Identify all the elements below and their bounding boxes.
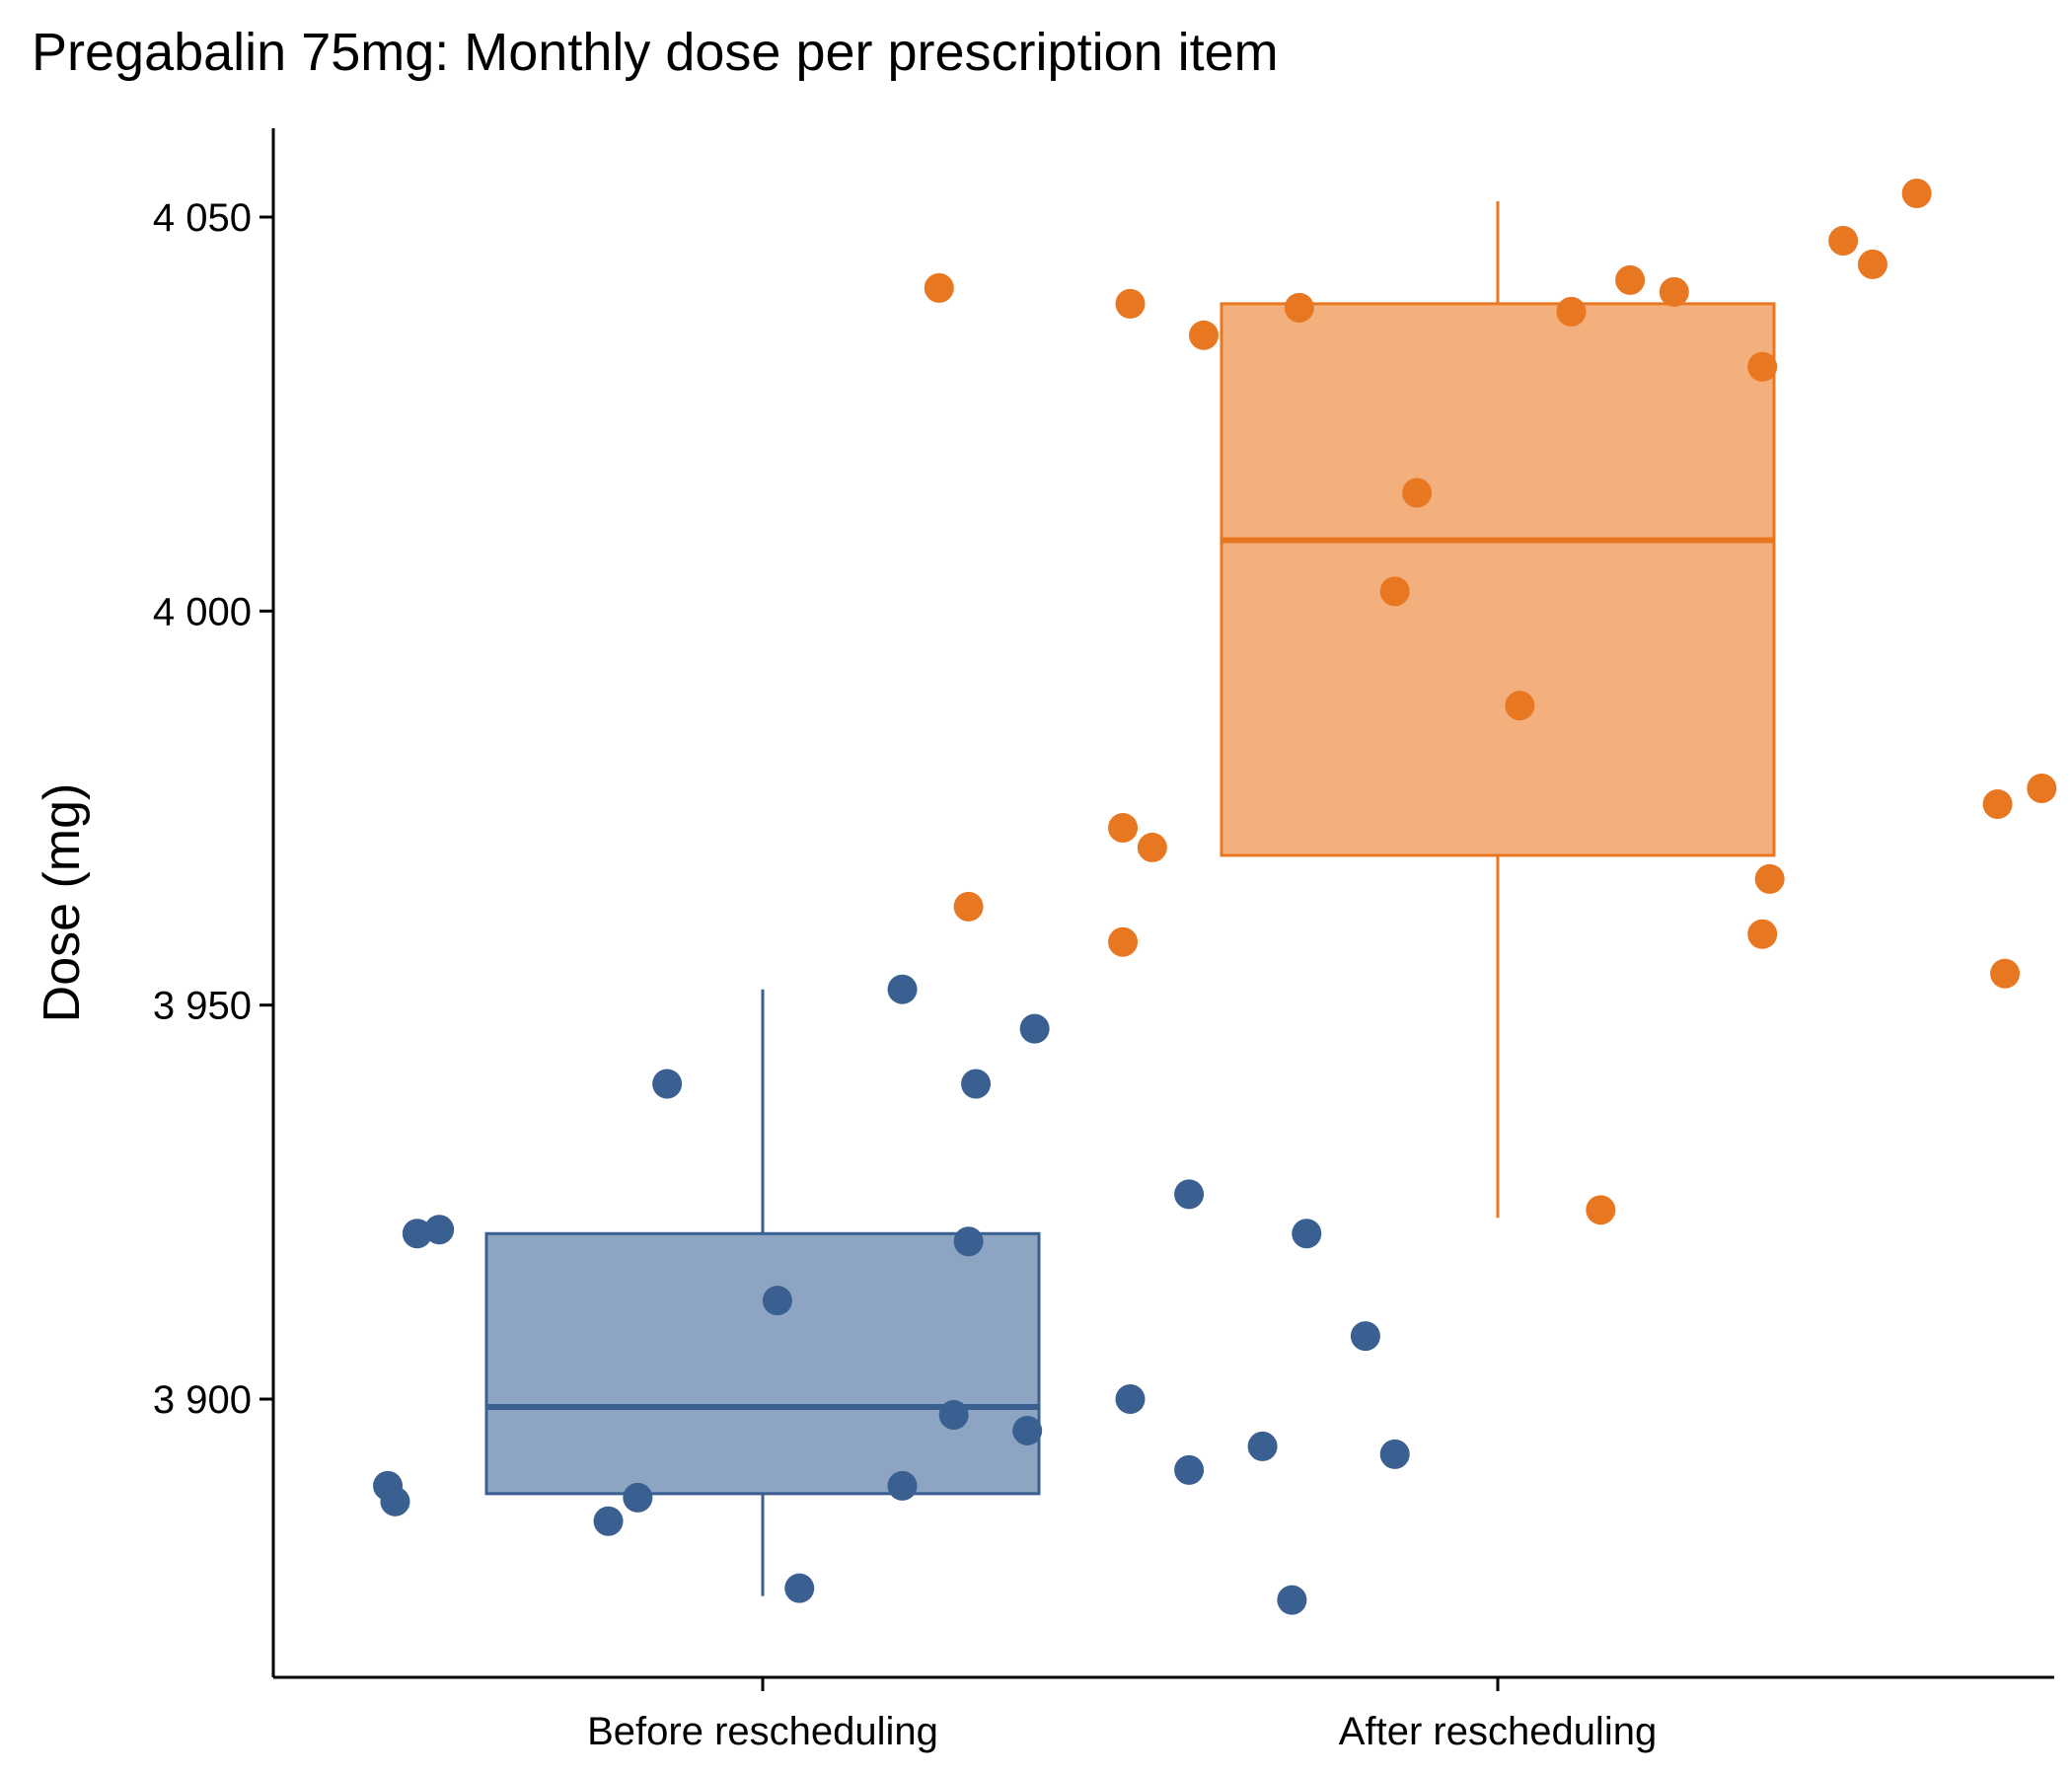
y-ticks: 3 900 3 950 4 000 4 050 (153, 196, 273, 1422)
data-point (623, 1482, 653, 1513)
y-axis-label: Dose (mg) (34, 783, 91, 1023)
data-point (1754, 863, 1785, 894)
data-point (1012, 1415, 1043, 1445)
y-tick-label: 3 900 (153, 1378, 252, 1422)
data-point (1615, 264, 1646, 295)
data-point (652, 1069, 683, 1099)
x-tick-label: Before rescheduling (587, 1710, 938, 1753)
data-point (1019, 1013, 1050, 1044)
data-point (1379, 1439, 1410, 1469)
data-point (1115, 288, 1146, 319)
y-tick-label: 4 000 (153, 590, 252, 633)
x-ticks: Before rescheduling After rescheduling (587, 1677, 1657, 1753)
data-point (1505, 691, 1535, 721)
data-point (380, 1486, 410, 1517)
data-point (1747, 351, 1778, 382)
data-point (1247, 1431, 1278, 1461)
data-point (938, 1399, 969, 1430)
data-point (402, 1219, 432, 1249)
box-before (484, 989, 1041, 1596)
data-point (953, 891, 984, 922)
data-point (1556, 296, 1587, 327)
data-point (1174, 1454, 1205, 1485)
data-point (1292, 1219, 1322, 1249)
axes (271, 128, 2054, 1679)
data-point (593, 1506, 624, 1536)
data-point (887, 1470, 918, 1501)
y-tick-label: 3 950 (153, 985, 252, 1028)
data-point (1379, 576, 1410, 607)
jitter-points (373, 179, 2057, 1615)
data-point (784, 1573, 815, 1603)
data-point (1402, 478, 1433, 508)
y-tick-label: 4 050 (153, 196, 252, 240)
data-point (1115, 1384, 1146, 1414)
data-point (1828, 225, 1859, 256)
data-point (1108, 926, 1139, 957)
data-point (961, 1069, 992, 1099)
data-point (887, 974, 918, 1004)
data-point (953, 1226, 984, 1257)
data-point (1990, 958, 2021, 989)
data-point (1189, 320, 1219, 350)
chart-title: Pregabalin 75mg: Monthly dose per prescr… (32, 23, 1279, 82)
boxes (484, 201, 1776, 1596)
data-point (1174, 1179, 1205, 1210)
iqr-box (484, 1231, 1041, 1496)
data-point (2027, 774, 2057, 804)
iqr-box (1220, 302, 1776, 857)
data-point (1350, 1321, 1380, 1352)
data-point (424, 1215, 455, 1245)
data-point (1108, 812, 1139, 843)
data-point (1659, 276, 1689, 307)
data-point (1982, 789, 2013, 820)
data-point (1747, 919, 1778, 949)
data-point (762, 1286, 792, 1316)
data-point (1137, 832, 1167, 862)
box-after (1220, 201, 1776, 1219)
data-point (1586, 1195, 1616, 1225)
data-point (1284, 292, 1314, 323)
data-point (1857, 249, 1887, 279)
data-point (924, 272, 954, 303)
x-tick-label: After rescheduling (1339, 1710, 1657, 1753)
data-point (1901, 179, 1932, 209)
data-point (1277, 1585, 1307, 1615)
